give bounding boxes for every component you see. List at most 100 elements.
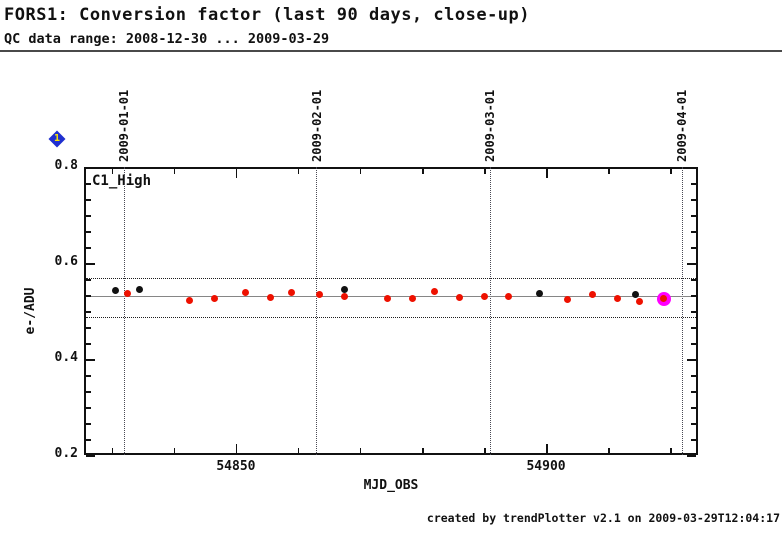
y-axis-tick [86, 455, 95, 457]
data-point [632, 290, 640, 298]
threshold-line [86, 278, 696, 280]
x-axis-tick [422, 169, 424, 174]
footer-credit: created by trendPlotter v2.1 on 2009-03-… [426, 511, 780, 525]
y-axis-tick [86, 199, 91, 201]
data-point [340, 293, 348, 301]
y-axis-tick [691, 343, 696, 345]
date-gridline [489, 167, 491, 455]
data-point [241, 289, 249, 297]
data-point [123, 289, 131, 297]
y-axis-tick-label: 0.2 [54, 446, 78, 461]
data-point [536, 289, 544, 297]
y-axis-tick [691, 391, 696, 393]
x-axis-tick [173, 448, 176, 453]
x-axis-tick [546, 444, 548, 453]
x-axis-tick [359, 448, 362, 453]
data-point [505, 292, 513, 300]
y-axis-tick [691, 439, 696, 441]
y-axis-tick [691, 295, 696, 297]
x-axis-tick [608, 448, 610, 453]
top-axis-date-label: 2009-04-01 [675, 89, 690, 162]
data-point [288, 288, 296, 296]
y-axis-tick [86, 183, 91, 185]
y-axis-tick [691, 183, 696, 185]
y-axis-tick [687, 167, 696, 169]
data-point [340, 286, 348, 294]
y-axis-tick [687, 455, 696, 457]
y-axis-tick [691, 279, 696, 281]
y-axis-title: e-/ADU [23, 287, 38, 335]
x-axis-tick [484, 448, 486, 453]
y-axis-tick [86, 247, 91, 249]
x-axis-tick [297, 448, 300, 453]
x-axis-tick-label: 54850 [216, 459, 256, 474]
y-axis-tick [86, 343, 91, 345]
x-axis-tick [608, 169, 610, 174]
y-axis-tick [691, 423, 696, 425]
y-axis-tick [86, 311, 91, 313]
x-axis-tick [670, 448, 672, 453]
x-axis-tick [235, 169, 238, 178]
y-axis-tick [86, 279, 91, 281]
data-point [316, 290, 324, 298]
data-point [660, 295, 668, 303]
x-axis-tick [670, 169, 672, 174]
y-axis-tick [691, 375, 696, 377]
x-axis-tick [235, 444, 238, 453]
y-axis-tick [86, 359, 95, 361]
data-point [430, 288, 438, 296]
x-axis-tick [111, 448, 114, 453]
x-axis-tick [111, 169, 114, 174]
y-axis-tick [86, 407, 91, 409]
x-axis-tick [297, 169, 300, 174]
y-axis-tick [86, 295, 91, 297]
data-point [384, 295, 392, 303]
threshold-line [86, 317, 696, 319]
x-axis-tick [173, 169, 176, 174]
y-axis-tick [86, 423, 91, 425]
y-axis-tick [687, 359, 696, 361]
date-gridline [123, 167, 125, 455]
data-point [589, 291, 597, 299]
y-axis-tick-label: 0.6 [54, 254, 78, 269]
y-axis-tick [86, 391, 91, 393]
y-axis-tick [691, 311, 696, 313]
y-axis-tick [691, 231, 696, 233]
data-point [455, 294, 463, 302]
data-point [635, 297, 643, 305]
page-title: FORS1: Conversion factor (last 90 days, … [4, 5, 531, 25]
y-axis-tick [86, 167, 95, 169]
date-gridline [316, 167, 318, 455]
y-axis-tick-label: 0.8 [54, 158, 78, 173]
y-axis-tick [86, 375, 91, 377]
data-point [136, 286, 144, 294]
data-point [111, 286, 119, 294]
y-axis-tick [691, 247, 696, 249]
date-gridline [681, 167, 683, 455]
y-axis-tick [691, 199, 696, 201]
header-divider [0, 50, 782, 52]
top-axis-date-label: 2009-01-01 [117, 89, 132, 162]
series-label: C1_High [92, 173, 152, 189]
y-axis-tick [691, 407, 696, 409]
y-axis-tick [691, 327, 696, 329]
y-axis-tick [691, 215, 696, 217]
y-axis-tick [86, 439, 91, 441]
data-point [480, 293, 488, 301]
data-point [564, 295, 572, 303]
plot-frame [84, 167, 698, 455]
x-axis-tick [546, 169, 548, 178]
y-axis-tick [86, 263, 95, 265]
top-axis-date-label: 2009-03-01 [483, 89, 498, 162]
y-axis-tick [86, 231, 91, 233]
data-point [210, 295, 218, 303]
data-point [185, 297, 193, 305]
y-axis-tick-label: 0.4 [54, 350, 78, 365]
group-marker-label[interactable]: 1 [53, 133, 61, 144]
y-axis-tick [86, 215, 91, 217]
qc-data-range: QC data range: 2008-12-30 ... 2009-03-29 [4, 31, 330, 47]
data-point [409, 295, 417, 303]
mean-line [86, 296, 696, 298]
data-point [613, 294, 621, 302]
